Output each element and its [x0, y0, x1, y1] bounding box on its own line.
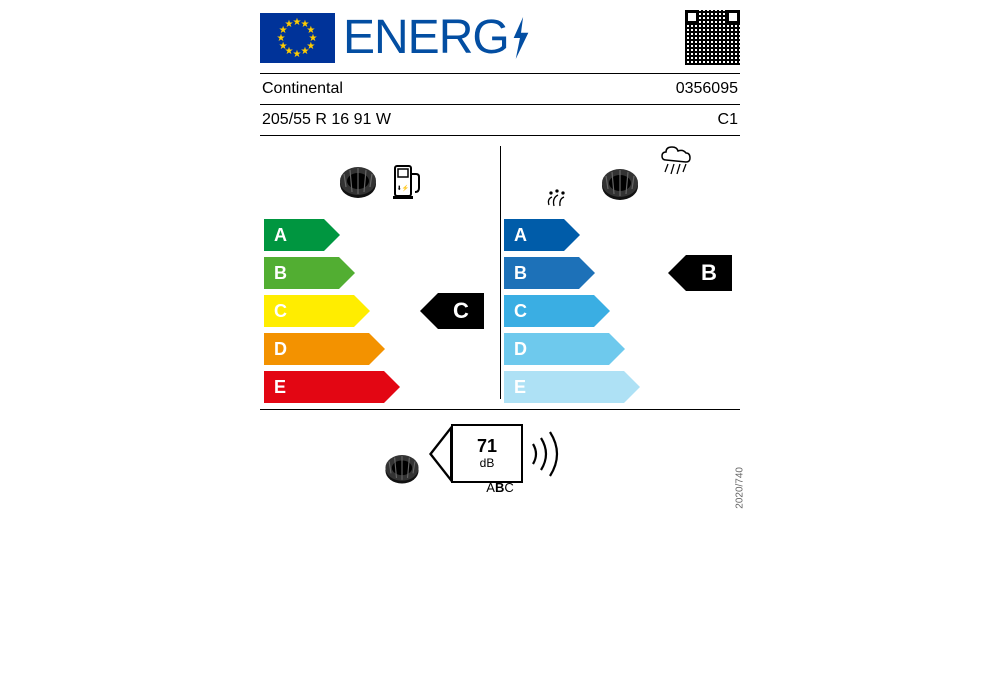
- noise-tire-icon: [379, 443, 425, 489]
- noise-unit: 71 dB ABC: [429, 424, 571, 483]
- rating-marker: B: [686, 255, 732, 291]
- supplier-row: Continental 0356095: [260, 73, 740, 105]
- svg-text:⬇⚡: ⬇⚡: [397, 184, 410, 192]
- noise-value-box: 71 dB: [451, 424, 523, 483]
- class-row-a: A: [504, 219, 736, 251]
- article-number: 0356095: [676, 80, 738, 98]
- fuel-efficiency-column: ⬇⚡ ABCDEC: [260, 136, 500, 409]
- sound-waves-icon: [529, 426, 571, 482]
- ratings-area: ⬇⚡ ABCDEC: [260, 136, 740, 409]
- class-arrow: B: [264, 257, 339, 289]
- class-row-d: D: [264, 333, 496, 365]
- wet-class-arrows: ABCDEB: [504, 219, 736, 403]
- class-row-c: C: [504, 295, 736, 327]
- fuel-pump-icon: ⬇⚡: [392, 162, 422, 200]
- regulation-number: 2020/740: [735, 467, 746, 509]
- fuel-efficiency-icon: ⬇⚡: [264, 148, 496, 213]
- wet-grip-column: ABCDEB: [500, 136, 740, 409]
- supplier-name: Continental: [262, 80, 343, 98]
- vertical-divider: [500, 146, 501, 399]
- class-arrow: D: [264, 333, 369, 365]
- class-arrow: A: [504, 219, 564, 251]
- class-arrow: C: [504, 295, 594, 327]
- class-arrow: E: [504, 371, 624, 403]
- class-arrow: E: [264, 371, 384, 403]
- tire-spec-row: 205/55 R 16 91 W C1: [260, 105, 740, 136]
- energy-title: ENERG: [343, 10, 677, 65]
- energy-word: ENERG: [343, 10, 509, 65]
- header-row: ★★★★★★★★★★★★ ENERG: [260, 10, 740, 65]
- eu-tire-label: ★★★★★★★★★★★★ ENERG Continental 0356095 2…: [260, 10, 740, 487]
- class-row-b: B: [264, 257, 496, 289]
- class-arrow: C: [264, 295, 354, 327]
- wet-grip-icon: [504, 148, 736, 213]
- splash-icon: [546, 187, 568, 209]
- fuel-class-arrows: ABCDEC: [264, 219, 496, 403]
- noise-class-label: ABC: [486, 480, 513, 495]
- class-arrow: D: [504, 333, 609, 365]
- tire-class: C1: [718, 111, 738, 129]
- class-arrow: A: [264, 219, 324, 251]
- tire-size: 205/55 R 16 91 W: [262, 111, 391, 129]
- class-row-e: E: [504, 371, 736, 403]
- lightning-icon: [507, 17, 535, 59]
- rain-cloud-icon: [656, 144, 698, 178]
- class-row-d: D: [504, 333, 736, 365]
- class-row-a: A: [264, 219, 496, 251]
- noise-db-value: 71: [477, 437, 497, 457]
- class-row-e: E: [264, 371, 496, 403]
- class-arrow: B: [504, 257, 579, 289]
- noise-section: 71 dB ABC 2020/740: [260, 409, 740, 487]
- qr-code-icon: [685, 10, 740, 65]
- eu-flag-icon: ★★★★★★★★★★★★: [260, 13, 335, 63]
- rating-marker: C: [438, 293, 484, 329]
- speaker-cone-icon: [429, 426, 451, 482]
- noise-db-unit: dB: [480, 457, 495, 470]
